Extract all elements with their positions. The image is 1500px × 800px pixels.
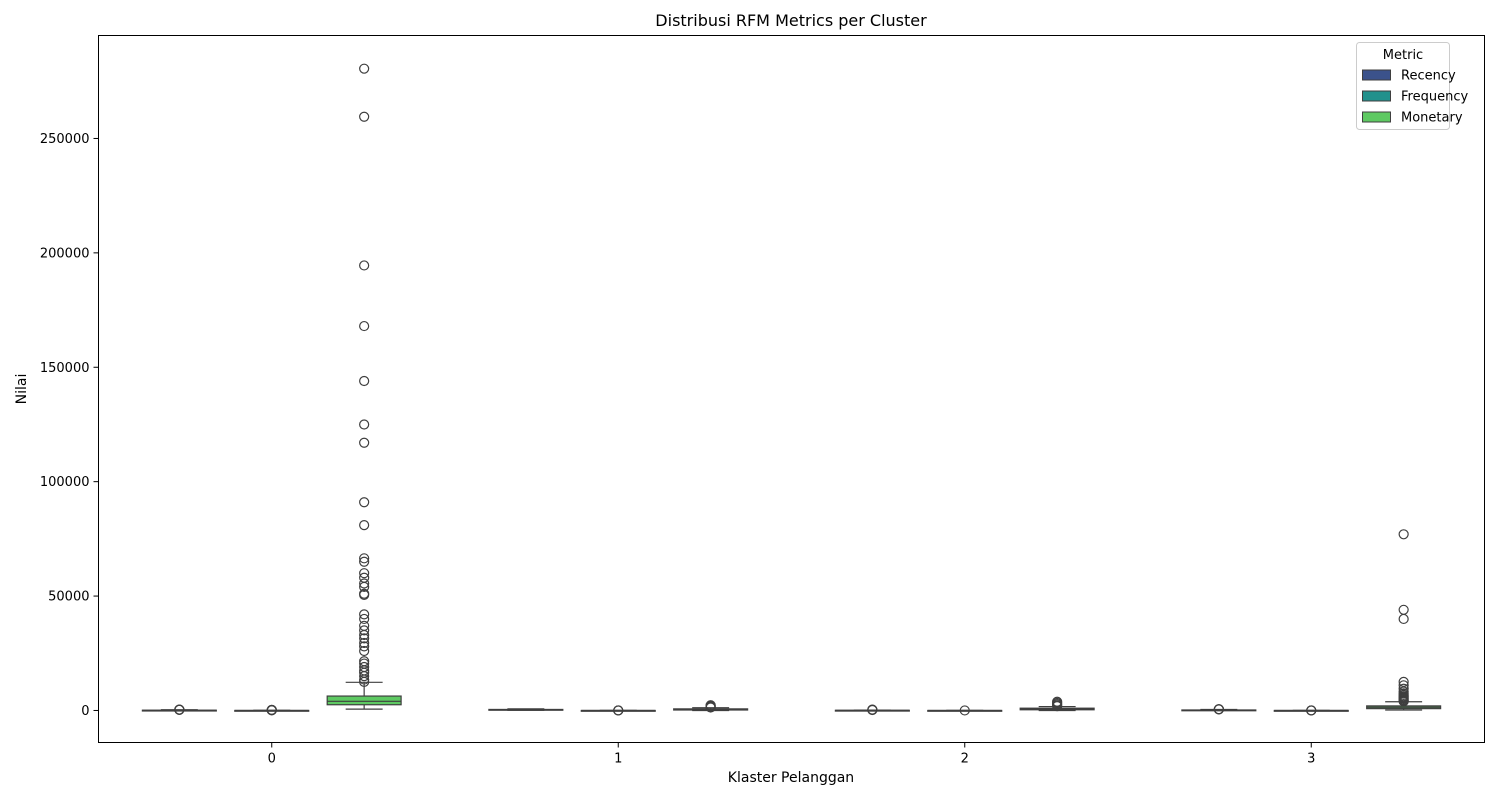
- outlier-point: [359, 572, 370, 583]
- outlier-point: [1398, 676, 1409, 687]
- outlier-point: [359, 111, 370, 122]
- legend-title: Metric: [1383, 48, 1423, 63]
- y-axis: 0 50000 100000 150000 200000 250000: [40, 132, 99, 719]
- outlier-point: [1398, 686, 1409, 697]
- box-monetary-cluster-1: [673, 700, 749, 713]
- outlier-point: [359, 620, 370, 631]
- box-monetary-cluster-2: [1019, 696, 1095, 712]
- box-recency-cluster-3: [1181, 704, 1257, 715]
- y-tick-label: 0: [81, 704, 89, 719]
- legend-label-recency: Recency: [1401, 69, 1456, 84]
- legend: Metric Recency Frequency Monetary: [1356, 42, 1468, 130]
- outlier-point: [1306, 705, 1317, 716]
- outlier-point: [359, 375, 370, 387]
- box-recency-cluster-2: [834, 704, 910, 716]
- outlier-point: [359, 63, 370, 74]
- outlier-point: [359, 419, 370, 430]
- outlier-point: [359, 553, 370, 564]
- y-tick-label: 150000: [40, 361, 90, 376]
- outlier-point: [613, 705, 624, 716]
- outlier-point: [867, 704, 878, 715]
- x-tick-label: 1: [614, 752, 622, 767]
- outlier-point: [1398, 604, 1409, 615]
- legend-label-frequency: Frequency: [1401, 90, 1468, 105]
- outlier-point: [705, 700, 716, 711]
- outlier-point: [1398, 680, 1409, 691]
- x-tick-label: 2: [961, 752, 969, 767]
- y-tick-label: 250000: [40, 132, 90, 147]
- outlier-point: [266, 704, 277, 715]
- box-monetary-cluster-3: [1366, 529, 1442, 711]
- outlier-point: [359, 578, 370, 589]
- box-frequency-cluster-0: [234, 704, 310, 716]
- outlier-point: [1398, 529, 1409, 540]
- outlier-point: [1398, 613, 1409, 625]
- outlier-point: [1213, 704, 1224, 715]
- outlier-point: [359, 520, 370, 531]
- outlier-point: [359, 613, 370, 625]
- legend-swatch-monetary: [1362, 111, 1391, 123]
- outlier-point: [359, 645, 370, 657]
- outlier-point: [359, 641, 370, 652]
- outlier-point: [359, 320, 370, 332]
- legend-frame: [1356, 42, 1450, 130]
- box-recency-cluster-1: [488, 708, 564, 711]
- outlier-point: [1052, 696, 1063, 707]
- y-tick-label: 200000: [40, 246, 90, 261]
- x-axis: 0 1 2 3: [268, 742, 1315, 767]
- outlier-point: [959, 705, 970, 716]
- outlier-point: [1398, 683, 1409, 694]
- outlier-point: [359, 656, 370, 667]
- y-tick-label: 100000: [40, 475, 90, 490]
- chart-title: Distribusi RFM Metrics per Cluster: [655, 11, 927, 30]
- legend-swatch-recency: [1362, 69, 1391, 81]
- outlier-point: [359, 556, 370, 567]
- boxes-layer: [141, 63, 1442, 716]
- box-frequency-cluster-2: [927, 705, 1003, 716]
- outlier-point: [359, 497, 370, 508]
- outlier-point: [359, 588, 370, 599]
- box-recency-cluster-0: [141, 704, 217, 715]
- x-tick-label: 3: [1307, 752, 1315, 767]
- outlier-point: [174, 704, 185, 715]
- x-tick-label: 0: [268, 752, 276, 767]
- box-monetary-cluster-0: [326, 63, 402, 710]
- outlier-point: [359, 568, 370, 579]
- plot-frame: [98, 35, 1485, 743]
- outlier-point: [359, 609, 370, 620]
- legend-label-monetary: Monetary: [1401, 111, 1463, 126]
- outlier-point: [359, 260, 370, 271]
- x-axis-title: Klaster Pelanggan: [728, 770, 854, 786]
- box-frequency-cluster-1: [580, 705, 656, 716]
- outlier-point: [359, 637, 370, 649]
- legend-swatch-frequency: [1362, 90, 1391, 102]
- box-frequency-cluster-3: [1273, 705, 1349, 716]
- y-tick-label: 50000: [48, 590, 89, 605]
- outlier-point: [359, 661, 370, 673]
- box-iqr: [326, 695, 402, 706]
- y-axis-title: Nilai: [14, 374, 30, 405]
- outlier-point: [359, 437, 370, 448]
- outlier-point: [359, 633, 370, 644]
- outlier-point: [359, 625, 370, 636]
